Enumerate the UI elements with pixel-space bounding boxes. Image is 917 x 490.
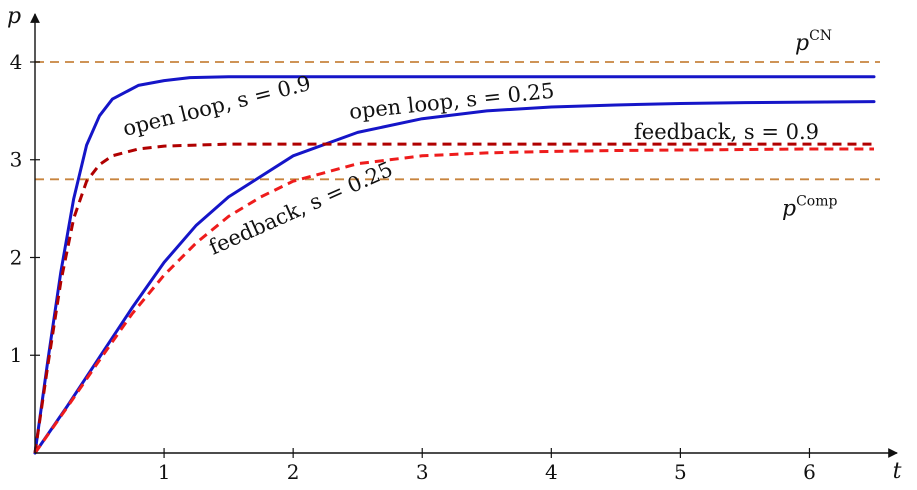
x-tick-label: 6 <box>803 460 816 484</box>
x-ticks: 1 2 3 4 5 6 <box>158 448 816 484</box>
y-tick-label: 4 <box>10 50 23 74</box>
y-tick-label: 1 <box>10 343 23 367</box>
x-tick-label: 3 <box>416 460 429 484</box>
series-open-loop-s025 <box>33 100 876 455</box>
series-feedback-s09 <box>33 142 874 454</box>
cn-reference-label: pCN <box>795 28 832 56</box>
y-tick-label: 3 <box>10 148 23 172</box>
feedback-s09-label: feedback, s = 0.9 <box>634 120 819 144</box>
y-tick-label: 2 <box>10 245 23 269</box>
open-loop-s09-label: open loop, s = 0.9 <box>120 71 313 141</box>
x-tick-label: 4 <box>545 460 558 484</box>
x-tick-label: 5 <box>674 460 687 484</box>
y-ticks: 1 2 3 4 <box>10 50 40 367</box>
open-loop-s025-label: open loop, s = 0.25 <box>348 79 555 124</box>
y-axis-label: p <box>7 4 21 29</box>
series-layer <box>33 75 876 455</box>
x-axis-label: t <box>893 459 902 484</box>
feedback-s025-label: feedback, s = 0.25 <box>205 157 396 260</box>
x-tick-label: 2 <box>287 460 300 484</box>
x-tick-label: 1 <box>158 460 171 484</box>
series-open-loop-s09 <box>33 75 876 455</box>
series-feedback-s025 <box>33 147 874 454</box>
reference-lines <box>35 61 880 181</box>
comp-reference-label: pComp <box>782 193 838 221</box>
